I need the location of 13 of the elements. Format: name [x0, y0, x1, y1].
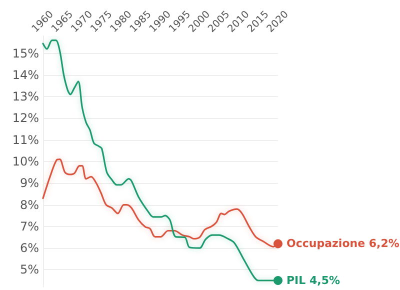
y-tick-label: 12%: [12, 111, 39, 126]
text: PIL 4,5%: [286, 274, 340, 288]
y-tick-label: 8%: [20, 198, 39, 212]
y-tick-label: 15%: [12, 46, 39, 60]
y-tick-label: 6%: [20, 241, 39, 256]
y-tick-label: 11%: [12, 132, 39, 147]
y-tick-label: 13%: [12, 90, 39, 104]
y-tick-label: 5%: [20, 262, 39, 277]
y-tick-label: 9%: [20, 176, 39, 190]
y-tick-label: 7%: [20, 219, 39, 234]
text: Occupazione 6,2%: [286, 237, 400, 250]
y-tick-label: 10%: [12, 154, 39, 168]
y-tick-label: 14%: [12, 68, 39, 82]
